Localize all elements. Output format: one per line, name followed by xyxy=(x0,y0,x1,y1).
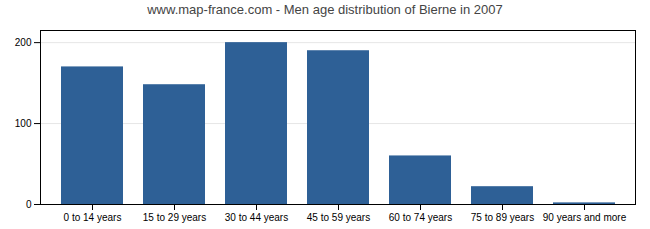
svg-text:90 years and more: 90 years and more xyxy=(543,212,627,223)
svg-text:200: 200 xyxy=(15,37,32,48)
svg-text:60 to 74 years: 60 to 74 years xyxy=(389,212,452,223)
html-text:www.map-france.com - Men age d: www.map-france.com - Men age distributio… xyxy=(147,2,503,17)
svg-text:100: 100 xyxy=(15,118,32,129)
svg-text:30 to 44 years: 30 to 44 years xyxy=(225,212,288,223)
svg-text:15 to 29 years: 15 to 29 years xyxy=(143,212,206,223)
svg-text:45 to 59 years: 45 to 59 years xyxy=(307,212,370,223)
svg-text:0 to 14 years: 0 to 14 years xyxy=(64,212,122,223)
svg-text:75 to 89 years: 75 to 89 years xyxy=(471,212,534,223)
svg-text:0: 0 xyxy=(26,199,32,210)
